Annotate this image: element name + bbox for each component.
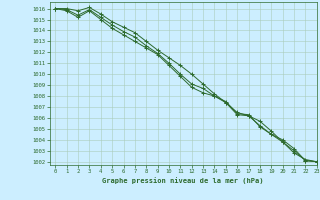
X-axis label: Graphe pression niveau de la mer (hPa): Graphe pression niveau de la mer (hPa) <box>102 177 264 184</box>
